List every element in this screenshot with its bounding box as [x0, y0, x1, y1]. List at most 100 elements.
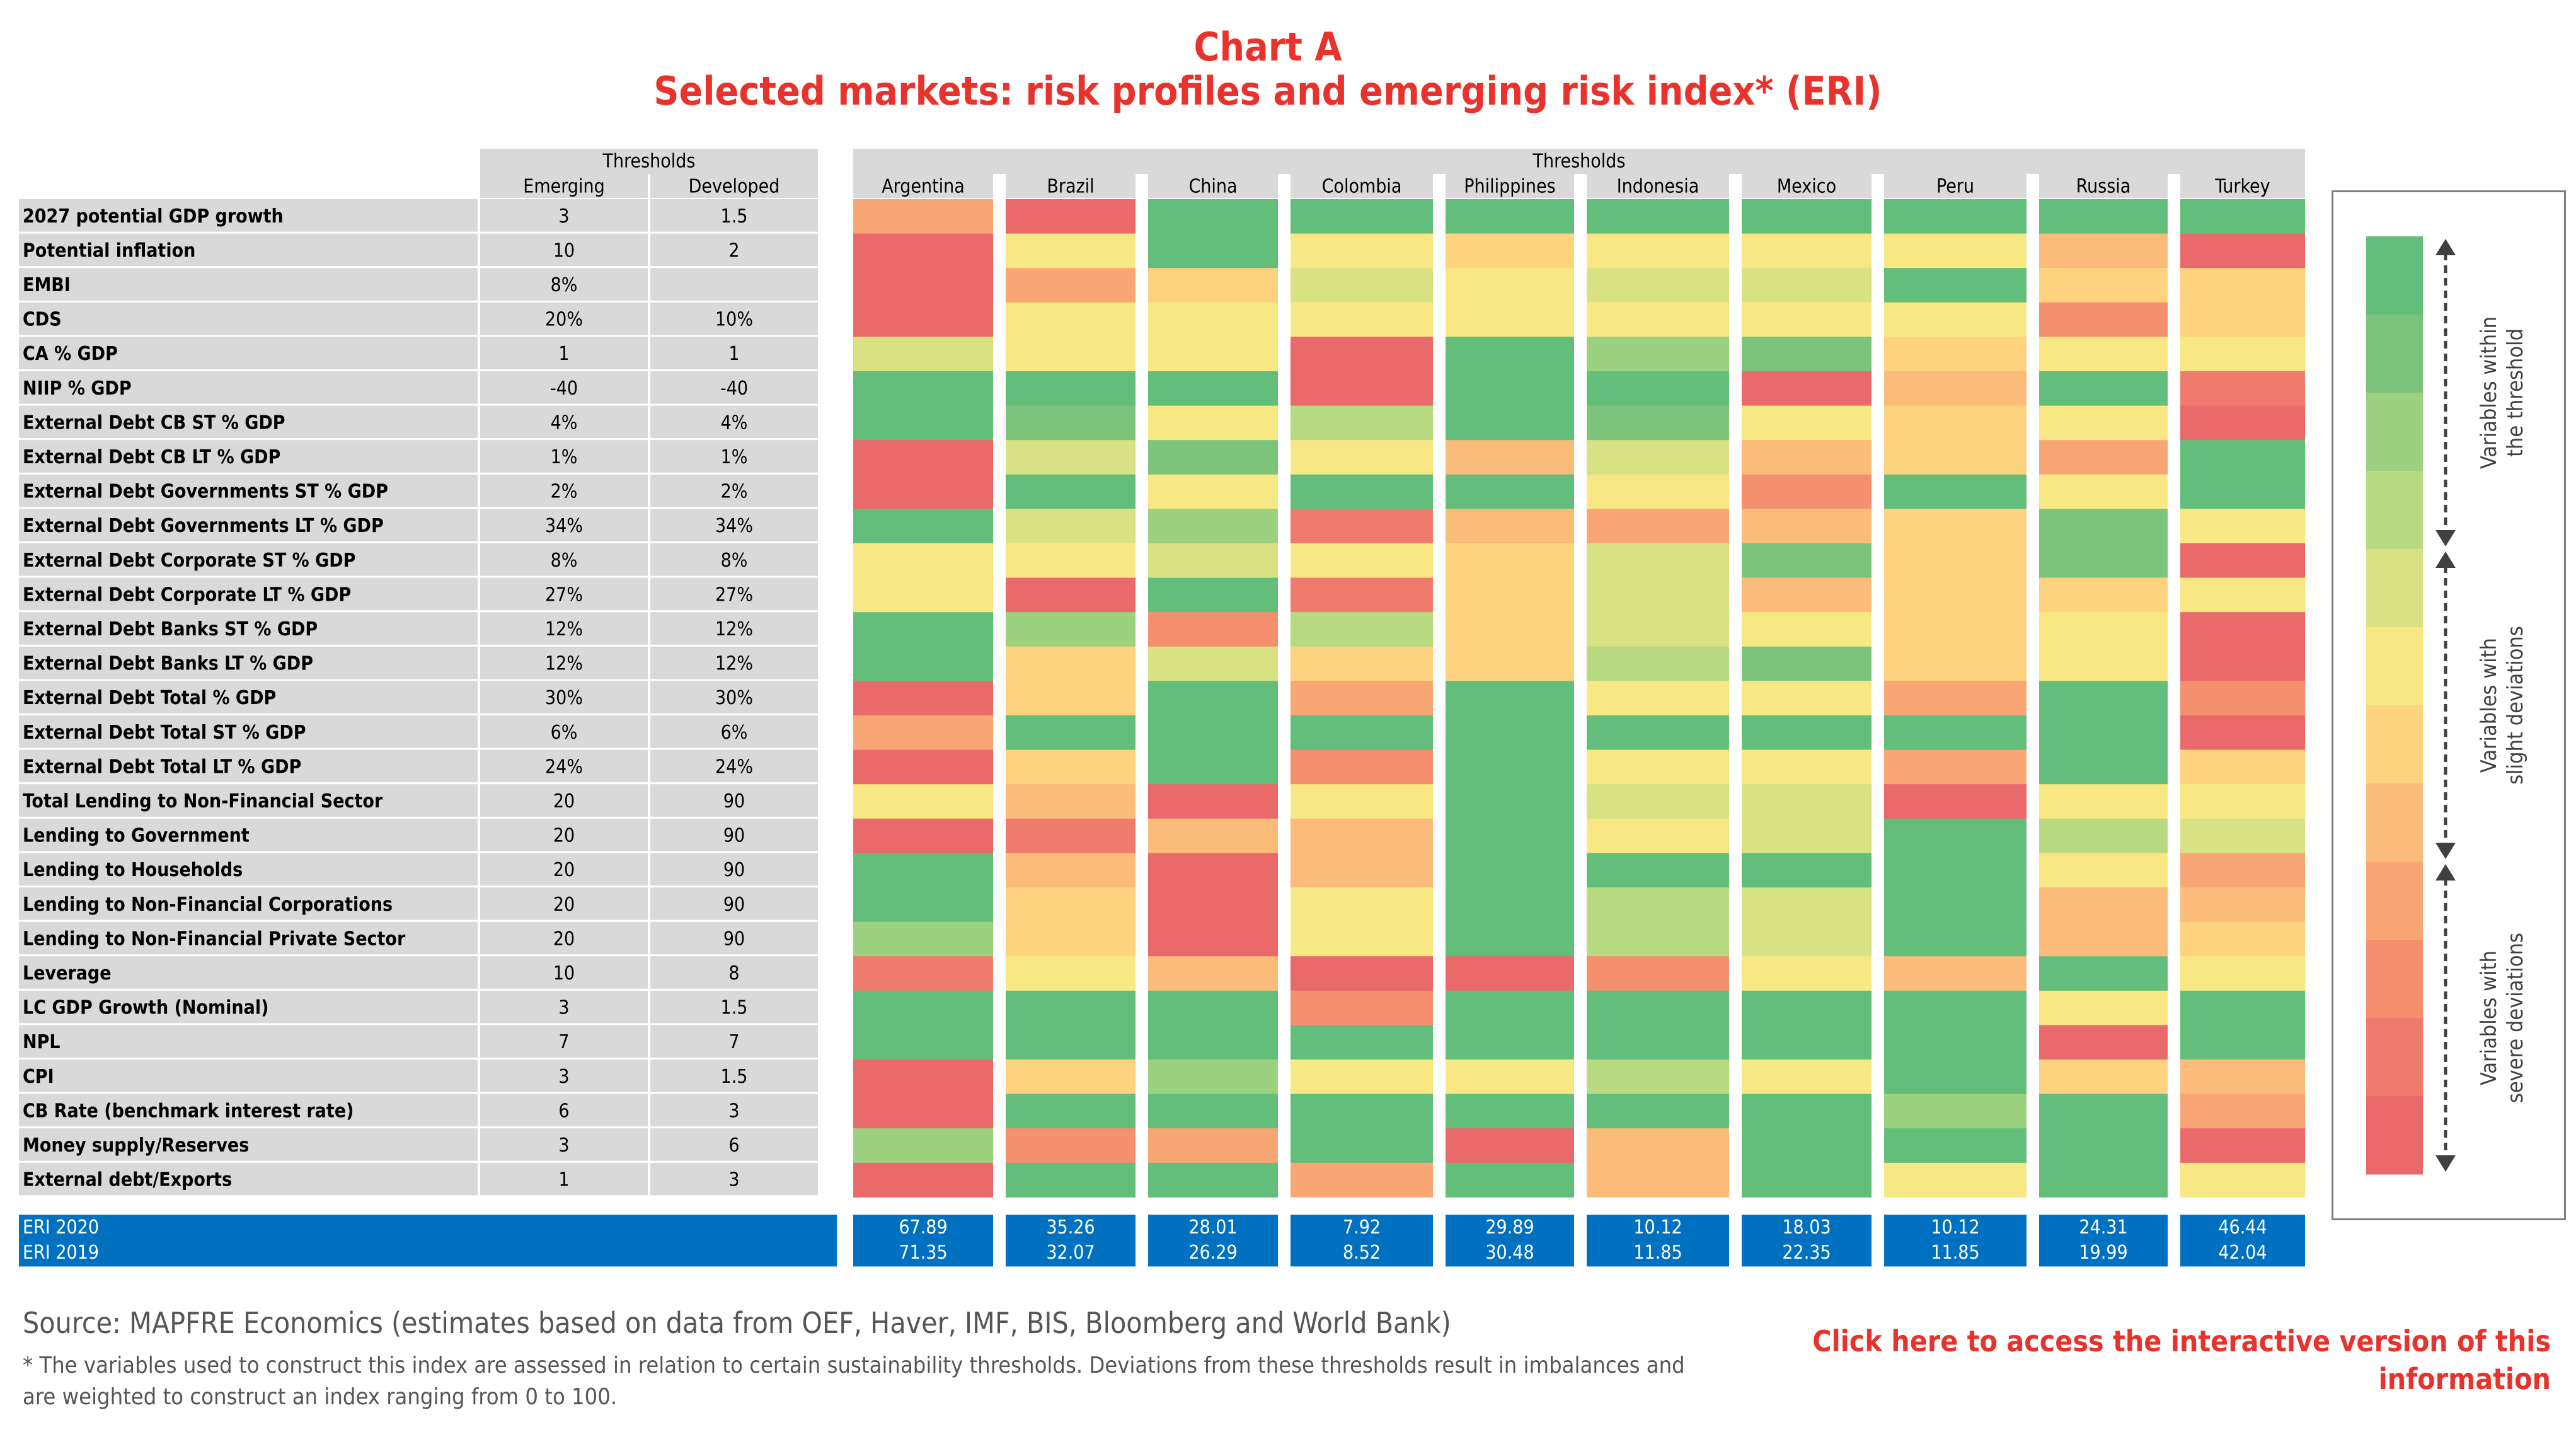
- row-label-bg: [19, 1162, 478, 1196]
- heatmap-cell: [1742, 715, 1872, 751]
- threshold-cell-bg: [650, 199, 818, 232]
- threshold-cell-bg: [480, 715, 648, 748]
- heatmap-cell: [2039, 612, 2168, 647]
- threshold-cell-bg: [650, 784, 818, 817]
- heatmap-cell: [1742, 818, 1872, 853]
- eri-cell-bg: [1742, 1215, 1872, 1267]
- heatmap-cell: [1291, 646, 1433, 681]
- heatmap-cell: [1446, 784, 1574, 819]
- heatmap-cell: [1587, 612, 1729, 647]
- heatmap-cell: [1148, 302, 1278, 337]
- heatmap-cell: [2180, 1060, 2305, 1095]
- heatmap-cell: [1587, 233, 1729, 268]
- heatmap-cell: [853, 818, 993, 853]
- country-header-bg: [2039, 174, 2168, 198]
- eri-value: 71.35: [899, 1242, 947, 1264]
- heatmap-cell: [2039, 1162, 2168, 1198]
- heatmap-cell: [1884, 405, 2027, 441]
- heatmap-cell: [1291, 1162, 1433, 1198]
- heatmap-cell: [2039, 990, 2168, 1025]
- threshold-value: 8: [728, 962, 739, 985]
- threshold-value: 2%: [551, 481, 578, 503]
- heatmap-cell: [1148, 474, 1278, 509]
- threshold-cell-bg: [480, 302, 648, 335]
- interactive-version-link[interactable]: Click here to access the interactive ver…: [1812, 1324, 2551, 1396]
- row-label-bg: [19, 921, 478, 955]
- row-label: NIIP % GDP: [23, 378, 132, 400]
- heatmap-cell: [1446, 1025, 1574, 1060]
- heatmap-cell: [1742, 956, 1872, 991]
- heatmap-cell: [2039, 440, 2168, 475]
- countries-header-bg: [853, 149, 2305, 174]
- heatmap-cell: [2039, 233, 2168, 268]
- threshold-cell-bg: [480, 853, 648, 886]
- thresholds-header-bg: [480, 149, 818, 174]
- row-label: Lending to Households: [23, 859, 243, 881]
- row-label: Lending to Non-Financial Corporations: [23, 894, 393, 916]
- heatmap-cell: [2039, 302, 2168, 337]
- country-header: China: [1188, 176, 1237, 198]
- heatmap-cell: [2039, 543, 2168, 579]
- legend-swatch: [2366, 315, 2423, 393]
- heatmap-cell: [1587, 990, 1729, 1025]
- heatmap-cell: [1742, 405, 1872, 441]
- eri-value: 11.85: [1633, 1242, 1682, 1264]
- heatmap-cell: [1148, 543, 1278, 579]
- eri-cell-bg: [1148, 1215, 1278, 1267]
- country-header: Mexico: [1777, 176, 1836, 198]
- heatmap-cell: [1884, 853, 2027, 888]
- eri-label-bg: [19, 1215, 837, 1267]
- threshold-value: 20: [553, 790, 575, 812]
- heatmap-cell: [1742, 646, 1872, 681]
- threshold-value: 2%: [721, 481, 748, 503]
- heatmap-cell: [853, 474, 993, 509]
- heatmap-cell: [1884, 1060, 2027, 1095]
- eri-value: 24.31: [2079, 1216, 2127, 1239]
- heatmap-cell: [1291, 371, 1433, 407]
- threshold-value: 6%: [551, 722, 578, 744]
- legend-swatch: [2366, 393, 2423, 471]
- heatmap-cell: [1884, 371, 2027, 407]
- country-header-bg: [1587, 174, 1729, 198]
- row-label: External Debt Banks LT % GDP: [23, 653, 313, 675]
- threshold-value: 90: [723, 825, 745, 847]
- heatmap-cell: [1148, 681, 1278, 716]
- heatmap-cell: [1884, 1025, 2027, 1060]
- country-header: Russia: [2076, 176, 2131, 198]
- legend-swatch: [2366, 627, 2423, 706]
- heatmap-cell: [1148, 405, 1278, 441]
- heatmap-cell: [1148, 440, 1278, 475]
- heatmap-cell: [853, 509, 993, 544]
- heatmap-cell: [1587, 509, 1729, 544]
- threshold-cell-bg: [650, 1162, 818, 1196]
- heatmap-cell: [1148, 1094, 1278, 1129]
- threshold-value: 3: [728, 1169, 739, 1191]
- heatmap-cell: [1446, 887, 1574, 923]
- heatmap-cell: [2180, 577, 2305, 613]
- threshold-cell-bg: [480, 784, 648, 817]
- row-label-bg: [19, 268, 478, 301]
- heatmap-cell: [1291, 405, 1433, 441]
- row-label: External Debt Corporate LT % GDP: [23, 584, 351, 606]
- heatmap-cell: [1006, 853, 1136, 888]
- threshold-value: 8%: [721, 550, 748, 572]
- heatmap-cell: [2180, 612, 2305, 647]
- threshold-value: 30%: [545, 687, 583, 709]
- heatmap-cell: [2180, 784, 2305, 819]
- heatmap-cell: [1446, 749, 1574, 785]
- row-label-bg: [19, 715, 478, 748]
- heatmap-cell: [1148, 990, 1278, 1025]
- threshold-cell-bg: [480, 509, 648, 541]
- heatmap-cell: [1587, 337, 1729, 372]
- heatmap-cell: [2180, 1128, 2305, 1164]
- heatmap-cell: [853, 1094, 993, 1129]
- threshold-cell-bg: [650, 233, 818, 267]
- heatmap-cell: [853, 337, 993, 372]
- heatmap-cell: [1446, 268, 1574, 303]
- heatmap-cell: [2180, 1025, 2305, 1060]
- heatmap-cell: [1884, 302, 2027, 337]
- legend-swatch: [2366, 940, 2423, 1019]
- chart-title: Chart A: [1193, 24, 1342, 70]
- heatmap-cell: [1446, 474, 1574, 509]
- heatmap-cell: [853, 371, 993, 407]
